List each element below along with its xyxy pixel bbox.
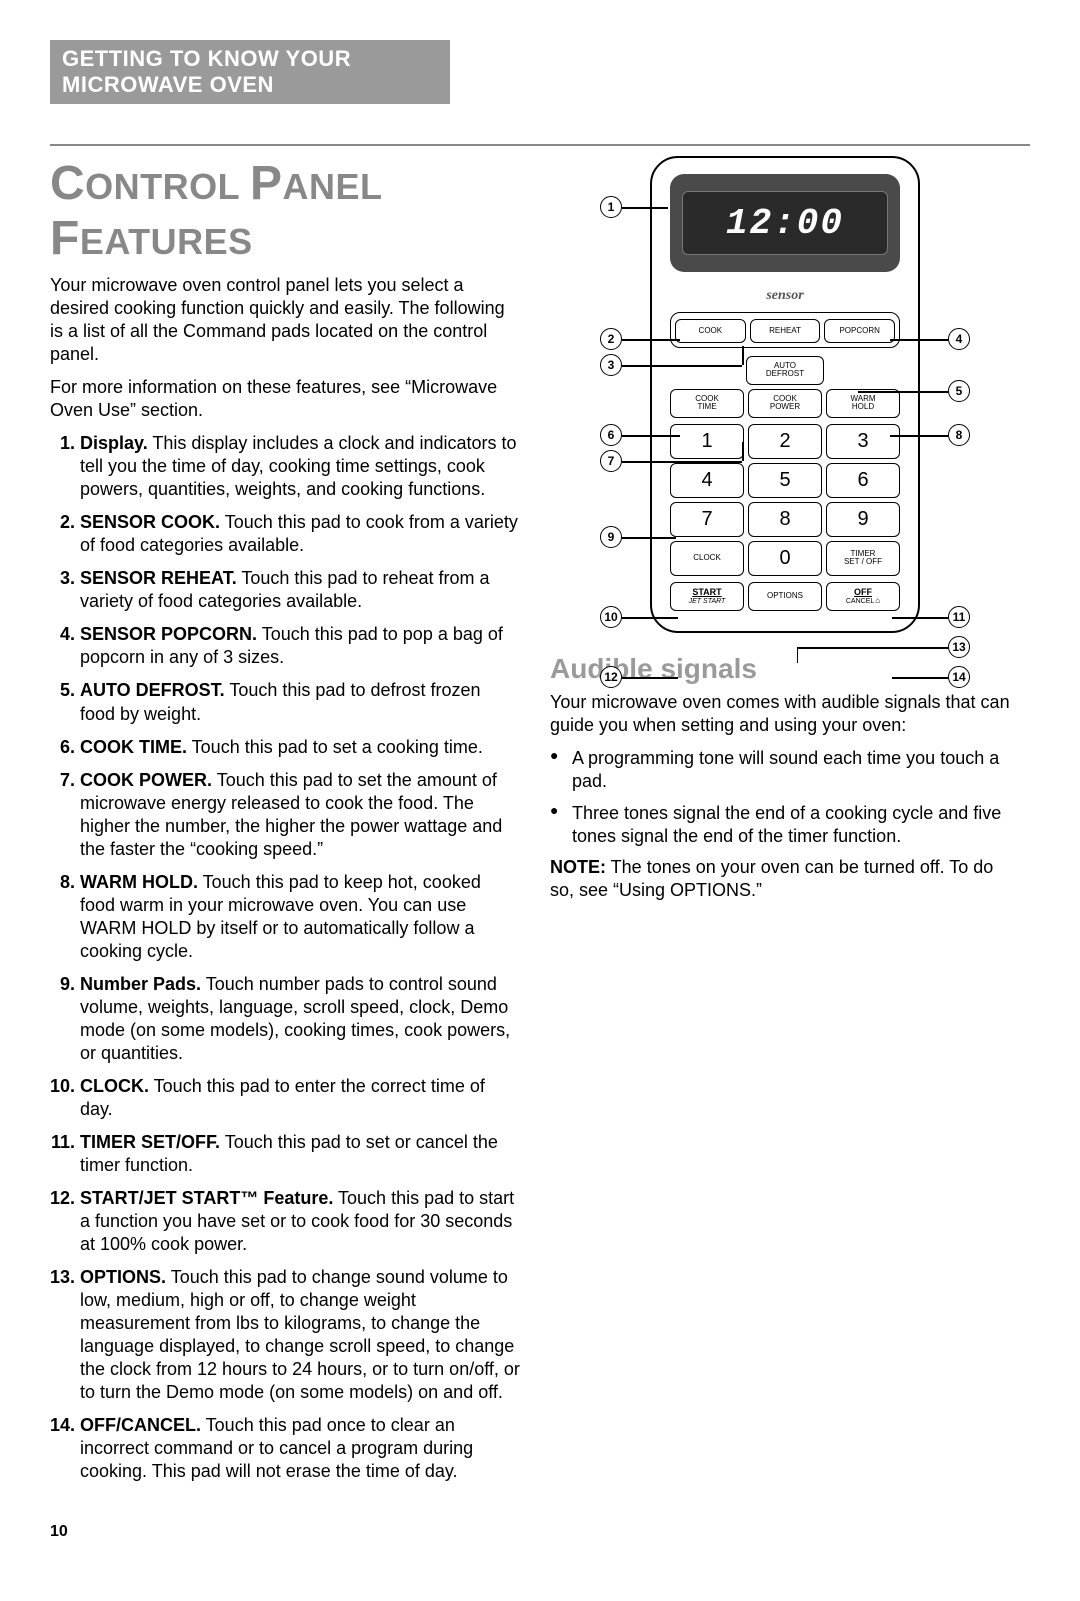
section-header: GETTING TO KNOW YOUR MICROWAVE OVEN: [50, 40, 450, 104]
callout-9: 9: [600, 526, 622, 548]
feature-item: 4.SENSOR POPCORN. Touch this pad to pop …: [50, 623, 520, 669]
callout-6: 6: [600, 424, 622, 446]
callout-1: 1: [600, 196, 622, 218]
right-column: 1 2 3 6 7 9 10 12 4 5 8 1: [550, 156, 1020, 1541]
feature-item: 7.COOK POWER. Touch this pad to set the …: [50, 769, 520, 861]
numpad-6[interactable]: 6: [826, 463, 900, 498]
bullet-item: A programming tone will sound each time …: [550, 747, 1020, 793]
numpad-3[interactable]: 3: [826, 424, 900, 459]
feature-item: 8.WARM HOLD. Touch this pad to keep hot,…: [50, 871, 520, 963]
left-column: CONTROL PANEL FEATURES Your microwave ov…: [50, 156, 520, 1541]
callout-2: 2: [600, 328, 622, 350]
callout-11: 11: [948, 606, 970, 628]
pad-warm-hold[interactable]: WARMHOLD: [826, 389, 900, 418]
numpad-4[interactable]: 4: [670, 463, 744, 498]
numpad-2[interactable]: 2: [748, 424, 822, 459]
pad-popcorn[interactable]: POPCORN: [824, 319, 895, 343]
pad-clock[interactable]: CLOCK: [670, 541, 744, 576]
pad-off-cancel[interactable]: OFFCANCEL: [826, 582, 900, 612]
callout-3: 3: [600, 354, 622, 376]
callout-7: 7: [600, 450, 622, 472]
numpad-8[interactable]: 8: [748, 502, 822, 537]
callout-8: 8: [948, 424, 970, 446]
feature-item: 5.AUTO DEFROST. Touch this pad to defros…: [50, 679, 520, 725]
pad-reheat[interactable]: REHEAT: [750, 319, 821, 343]
horizontal-rule: [50, 144, 1030, 146]
sensor-pad-group: COOK REHEAT POPCORN: [670, 312, 900, 348]
pad-start[interactable]: STARTJET START: [670, 582, 744, 612]
pad-timer[interactable]: TIMERSET / OFF: [826, 541, 900, 576]
number-pad: 1 2 3 4 5 6 7 8 9 CLOCK: [670, 424, 900, 576]
callout-10: 10: [600, 606, 622, 628]
pad-cook-power[interactable]: COOKPOWER: [748, 389, 822, 418]
numpad-7[interactable]: 7: [670, 502, 744, 537]
numpad-0[interactable]: 0: [748, 541, 822, 576]
feature-item: 6.COOK TIME. Touch this pad to set a coo…: [50, 736, 520, 759]
intro-paragraph-2: For more information on these features, …: [50, 376, 520, 422]
pad-cook-time[interactable]: COOKTIME: [670, 389, 744, 418]
pad-options[interactable]: OPTIONS: [748, 582, 822, 612]
feature-item: 2.SENSOR COOK. Touch this pad to cook fr…: [50, 511, 520, 557]
display-frame: 12:00: [670, 174, 900, 272]
page-number: 10: [50, 1523, 520, 1541]
control-panel-diagram: 1 2 3 6 7 9 10 12 4 5 8 1: [600, 156, 970, 633]
intro-paragraph-1: Your microwave oven control panel lets y…: [50, 274, 520, 366]
audible-note: NOTE: The tones on your oven can be turn…: [550, 856, 1020, 902]
callout-5: 5: [948, 380, 970, 402]
feature-item: 3.SENSOR REHEAT. Touch this pad to rehea…: [50, 567, 520, 613]
bullet-item: Three tones signal the end of a cooking …: [550, 802, 1020, 848]
numpad-9[interactable]: 9: [826, 502, 900, 537]
pad-cook[interactable]: COOK: [675, 319, 746, 343]
numpad-1[interactable]: 1: [670, 424, 744, 459]
feature-item: 13.OPTIONS. Touch this pad to change sou…: [50, 1266, 520, 1404]
callout-4: 4: [948, 328, 970, 350]
feature-list: 1.Display. This display includes a clock…: [50, 432, 520, 1483]
callout-14: 14: [948, 666, 970, 688]
feature-item: 1.Display. This display includes a clock…: [50, 432, 520, 501]
audible-bullets: A programming tone will sound each time …: [550, 747, 1020, 847]
feature-item: 9.Number Pads. Touch number pads to cont…: [50, 973, 520, 1065]
audible-intro: Your microwave oven comes with audible s…: [550, 691, 1020, 737]
callout-13: 13: [948, 636, 970, 658]
sensor-logo: sensor: [670, 288, 900, 304]
feature-item: 11.TIMER SET/OFF. Touch this pad to set …: [50, 1131, 520, 1177]
pad-auto-defrost[interactable]: AUTODEFROST: [746, 356, 824, 385]
main-title: CONTROL PANEL FEATURES: [50, 156, 520, 266]
feature-item: 10.CLOCK. Touch this pad to enter the co…: [50, 1075, 520, 1121]
feature-item: 12.START/JET START™ Feature. Touch this …: [50, 1187, 520, 1256]
callout-12: 12: [600, 666, 622, 688]
display-screen: 12:00: [682, 191, 888, 255]
feature-item: 14.OFF/CANCEL. Touch this pad once to cl…: [50, 1414, 520, 1483]
numpad-5[interactable]: 5: [748, 463, 822, 498]
